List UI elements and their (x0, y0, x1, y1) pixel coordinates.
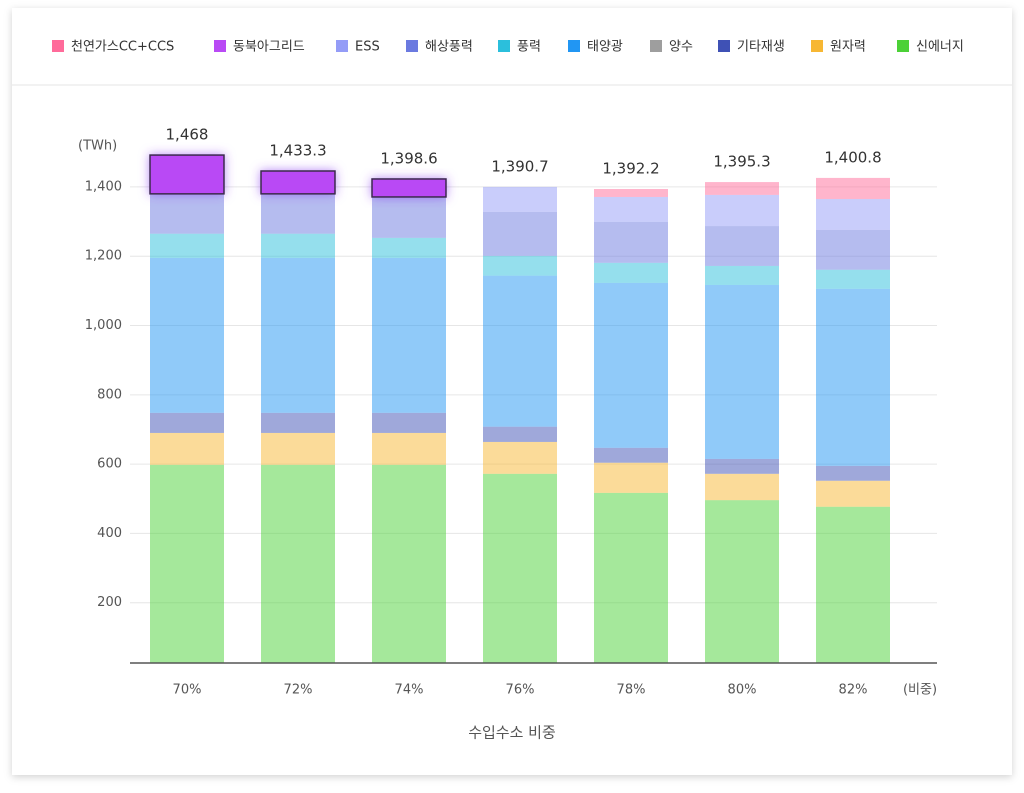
bar-segment (594, 262, 668, 283)
total-label: 1,395.3 (713, 153, 770, 171)
bar-segment (816, 177, 890, 200)
bar-segment (372, 237, 446, 258)
x-axis-title: 수입수소 비중 (468, 724, 556, 742)
bar-segment (594, 221, 668, 263)
bar-segment (705, 500, 779, 663)
x-tick-label: 78% (617, 683, 646, 698)
bar-segment (705, 194, 779, 227)
total-label: 1,400.8 (824, 148, 881, 166)
y-tick-label: 200 (97, 595, 122, 610)
total-label: 1,390.7 (491, 157, 548, 175)
bar-segment (483, 426, 557, 442)
bar-segment (705, 182, 779, 195)
bar-segment (594, 462, 668, 493)
y-tick-label: 1,000 (85, 318, 122, 333)
legend-swatch (406, 40, 418, 52)
bar-segment (483, 473, 557, 663)
x-unit: (비중) (903, 683, 937, 698)
bar-segment (594, 492, 668, 663)
y-tick-label: 400 (97, 526, 122, 541)
total-label: 1,392.2 (602, 160, 659, 178)
x-tick-label: 82% (839, 683, 868, 698)
y-tick-label: 800 (97, 387, 122, 402)
bar-segment (372, 464, 446, 663)
bar-segment (150, 233, 224, 258)
legend-label: 천연가스CC+CCS (71, 40, 174, 55)
legend-label: 양수 (669, 40, 693, 55)
legend-swatch (568, 40, 580, 52)
legend-label: 동북아그리드 (233, 40, 305, 55)
legend-swatch (650, 40, 662, 52)
bar-segment (483, 441, 557, 474)
bar-segment (816, 269, 890, 289)
x-tick-label: 72% (284, 683, 313, 698)
bar-segment (261, 257, 335, 413)
legend-swatch (214, 40, 226, 52)
bar-segment (150, 193, 224, 234)
legend-swatch (811, 40, 823, 52)
legend-swatch (897, 40, 909, 52)
bar-segment (705, 226, 779, 266)
legend-swatch (336, 40, 348, 52)
bar-segment (372, 412, 446, 433)
bar-segment (150, 464, 224, 663)
bar-segment (372, 196, 446, 238)
bar-segment (816, 465, 890, 481)
bar-segment (705, 473, 779, 501)
y-unit: (TWh) (78, 139, 117, 154)
x-tick-label: 70% (173, 683, 202, 698)
bar-segment (150, 432, 224, 465)
x-tick-label: 74% (395, 683, 424, 698)
bar-segment (816, 229, 890, 270)
bar-segment (594, 447, 668, 463)
bar-segment (705, 458, 779, 474)
bar-segment (816, 480, 890, 507)
legend-label: 신에너지 (916, 40, 964, 55)
total-label: 1,398.6 (380, 149, 437, 167)
bar-segment (150, 412, 224, 433)
bar-segment (705, 284, 779, 459)
bar-segment (372, 432, 446, 465)
legend-label: 기타재생 (737, 40, 785, 55)
bar-segment (260, 170, 336, 195)
bar-segment (594, 196, 668, 222)
bar-segment (261, 412, 335, 433)
y-tick-label: 600 (97, 457, 122, 472)
legend-label: 풍력 (517, 40, 541, 55)
bar-segment (261, 464, 335, 663)
bar-segment (483, 211, 557, 256)
legend-swatch (718, 40, 730, 52)
bar-segment (483, 255, 557, 276)
legend-swatch (498, 40, 510, 52)
bar-segment (483, 186, 557, 212)
bar-segment (816, 288, 890, 466)
y-tick-label: 1,200 (85, 249, 122, 264)
x-tick-label: 80% (728, 683, 757, 698)
x-tick-label: 76% (506, 683, 535, 698)
bar-segment (149, 154, 225, 195)
total-label: 1,433.3 (269, 141, 326, 159)
bar-segment (594, 282, 668, 448)
bar-segment (371, 178, 447, 198)
bar-segment (150, 257, 224, 413)
legend-swatch (52, 40, 64, 52)
bar-segment (261, 432, 335, 465)
total-label: 1,468 (166, 126, 209, 144)
bar-segment (816, 506, 890, 663)
bar-segment (483, 275, 557, 427)
legend-label: 태양광 (587, 40, 623, 55)
legend-label: 원자력 (830, 40, 866, 55)
bar-segment (705, 265, 779, 285)
bar-segment (261, 193, 335, 234)
bar-segment (372, 257, 446, 413)
bar-segment (594, 189, 668, 197)
bar-segment (261, 233, 335, 258)
legend-label: ESS (355, 40, 380, 55)
y-tick-label: 1,400 (85, 179, 122, 194)
legend-label: 해상풍력 (425, 40, 473, 55)
bar-segment (816, 199, 890, 230)
